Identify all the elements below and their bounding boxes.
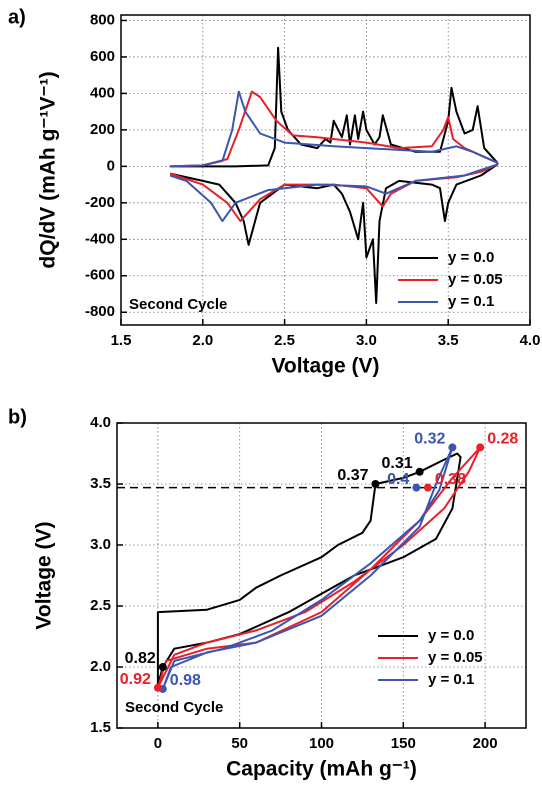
legend-label: y = 0.05 (448, 271, 503, 288)
y-tick-label: -800 (85, 303, 115, 320)
y-tick-label: 600 (90, 48, 115, 65)
y-tick-label: 0 (107, 157, 115, 174)
point-marker (448, 443, 457, 452)
annotation: Second Cycle (125, 699, 223, 716)
y-tick-label: 400 (90, 84, 115, 101)
point-marker (412, 483, 421, 492)
y-axis-title: dQ/dV (mAh g⁻¹V⁻¹) (37, 71, 60, 268)
point-marker (371, 480, 380, 488)
y-tick-label: 2.0 (90, 658, 111, 675)
x-tick-label: 200 (473, 735, 498, 752)
point-label: 0.32 (414, 431, 445, 448)
point-label: 0.82 (125, 650, 156, 667)
y-tick-label: 3.5 (90, 475, 111, 492)
data-line (169, 90, 499, 223)
point-label: 0.37 (337, 467, 368, 484)
legend-label: y = 0.1 (428, 671, 474, 688)
y-axis-title: Voltage (V) (33, 521, 56, 629)
x-tick-label: 2.5 (274, 332, 295, 349)
x-tick-label: 150 (391, 735, 416, 752)
legend-label: y = 0.05 (428, 649, 483, 666)
annotation: Second Cycle (129, 296, 227, 313)
x-tick-label: 100 (309, 735, 334, 752)
point-marker (476, 443, 485, 452)
x-axis-title: Capacity (mAh g⁻¹) (226, 758, 417, 781)
point-label: 0.92 (120, 671, 151, 688)
legend-label: y = 0.1 (448, 293, 494, 310)
legend-label: y = 0.0 (428, 627, 474, 644)
plot-frame (120, 14, 531, 326)
point-label: 0.38 (435, 471, 466, 488)
y-tick-label: -200 (85, 194, 115, 211)
x-tick-label: 3.0 (356, 332, 377, 349)
y-tick-label: -600 (85, 267, 115, 284)
panel-label: b) (8, 406, 27, 428)
x-tick-label: 0 (154, 735, 162, 752)
point-marker (415, 467, 424, 476)
point-label: 0.28 (487, 431, 518, 448)
point-label: 0.31 (382, 455, 413, 472)
plot-frame (116, 422, 527, 729)
point-marker (158, 663, 167, 671)
x-tick-label: 3.5 (438, 332, 459, 349)
point-label: 0.98 (170, 672, 201, 689)
y-tick-label: 4.0 (90, 414, 111, 431)
legend-label: y = 0.0 (448, 249, 494, 266)
x-tick-label: 50 (231, 735, 248, 752)
y-tick-label: 2.5 (90, 597, 111, 614)
x-axis-title: Voltage (V) (271, 355, 379, 378)
data-line (156, 452, 462, 686)
x-tick-label: 4.0 (520, 332, 541, 349)
y-tick-label: 200 (90, 121, 115, 138)
y-tick-label: 1.5 (90, 719, 111, 736)
x-tick-label: 2.0 (192, 332, 213, 349)
y-tick-label: -400 (85, 230, 115, 247)
point-marker (153, 683, 162, 692)
x-tick-label: 1.5 (111, 332, 132, 349)
y-tick-label: 3.0 (90, 536, 111, 553)
point-marker (423, 483, 432, 492)
point-label: 0.4 (387, 471, 409, 488)
y-tick-label: 800 (90, 11, 115, 28)
panel-label: a) (8, 6, 26, 28)
